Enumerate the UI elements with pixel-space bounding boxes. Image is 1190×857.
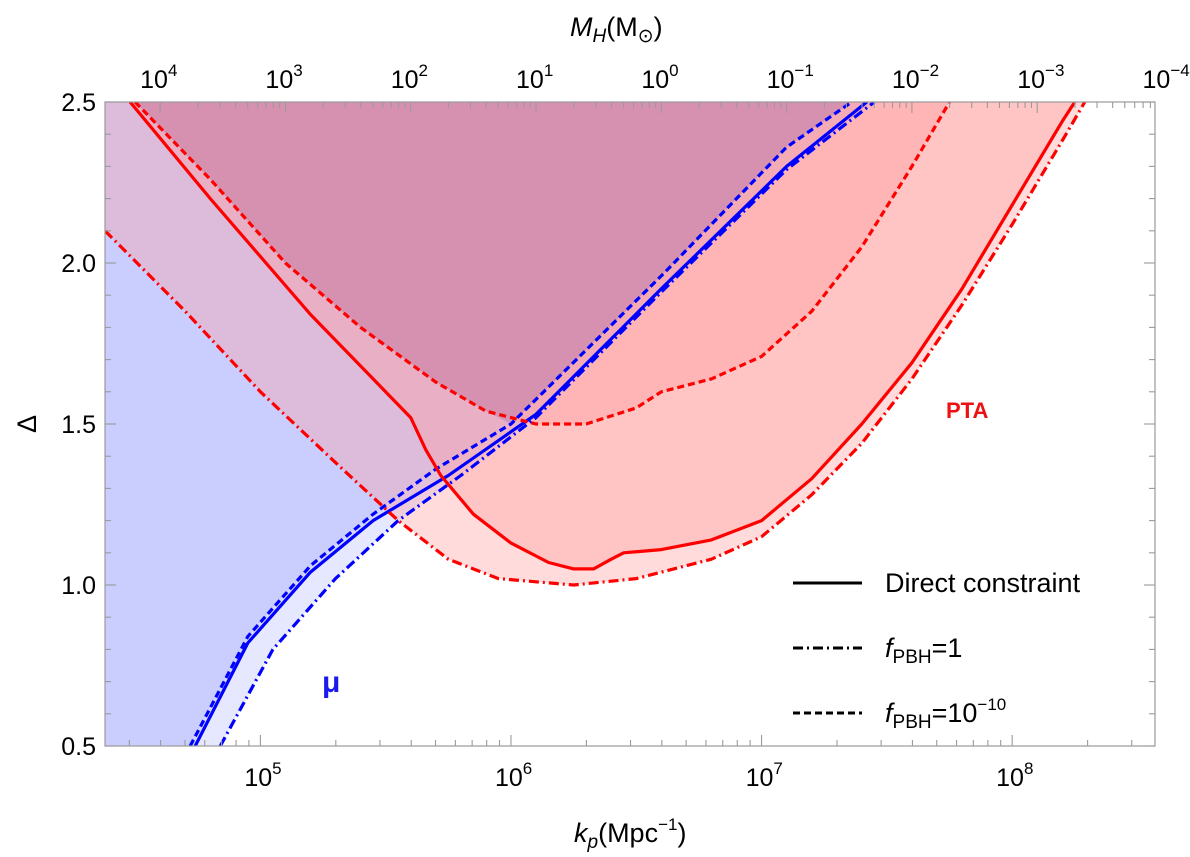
top-tick-label: 100 (641, 61, 678, 94)
curve-pta-dashed (133, 102, 951, 426)
constraint-curves (105, 102, 1087, 746)
top-tick-label: 102 (391, 61, 428, 94)
x-tick-label: 106 (495, 759, 532, 792)
top-tick-label: 104 (140, 61, 177, 94)
top-tick-label: 10−3 (1017, 61, 1064, 94)
y-axis-title: Δ (12, 415, 42, 433)
pta-region-fill (135, 102, 950, 424)
axis-ticks (105, 101, 1155, 747)
top-tick-label: 101 (516, 61, 553, 94)
top-tick-label: 10−1 (767, 61, 814, 94)
top-tick-label: 103 (265, 61, 302, 94)
legend-label-fpbh-1: fPBH=1 (885, 633, 962, 668)
x-tick-label: 107 (746, 759, 783, 792)
curve-pta-solid (128, 102, 1077, 571)
pta-region-label: PTA (946, 398, 988, 423)
constraint-regions (105, 102, 1085, 746)
y-tick-label: 1.5 (61, 411, 96, 439)
curve-mu-solid (193, 102, 868, 746)
x-axis-title: kp(Mpc−1) (574, 815, 686, 853)
pta-region-fill (130, 102, 1075, 569)
curve-mu-dashdot (218, 102, 876, 746)
curve-pta-dashdot (105, 102, 1087, 587)
top-axis-title: MH(M⊙) (570, 12, 663, 47)
legend: Direct constraint fPBH=1 fPBH=10−10 (793, 568, 1081, 733)
x-tick-label: 105 (244, 759, 281, 792)
top-tick-label: 10−4 (1143, 61, 1190, 94)
y-tick-label: 2.5 (61, 89, 96, 117)
overlap-region-fill (135, 102, 852, 424)
legend-label-direct: Direct constraint (885, 568, 1081, 598)
top-tick-label: 10−2 (892, 61, 939, 94)
y-tick-label: 0.5 (61, 733, 96, 761)
x-tick-label: 108 (996, 759, 1033, 792)
mu-region-label: μ (322, 666, 340, 699)
y-tick-label: 2.0 (61, 250, 96, 278)
legend-label-fpbh-1e-10: fPBH=10−10 (885, 695, 1006, 733)
axis-tick-labels: 105 106 107 108 104 103 102 101 100 10−1 10−2 10−3 1… (61, 61, 1189, 792)
y-tick-label: 1.0 (61, 572, 96, 600)
